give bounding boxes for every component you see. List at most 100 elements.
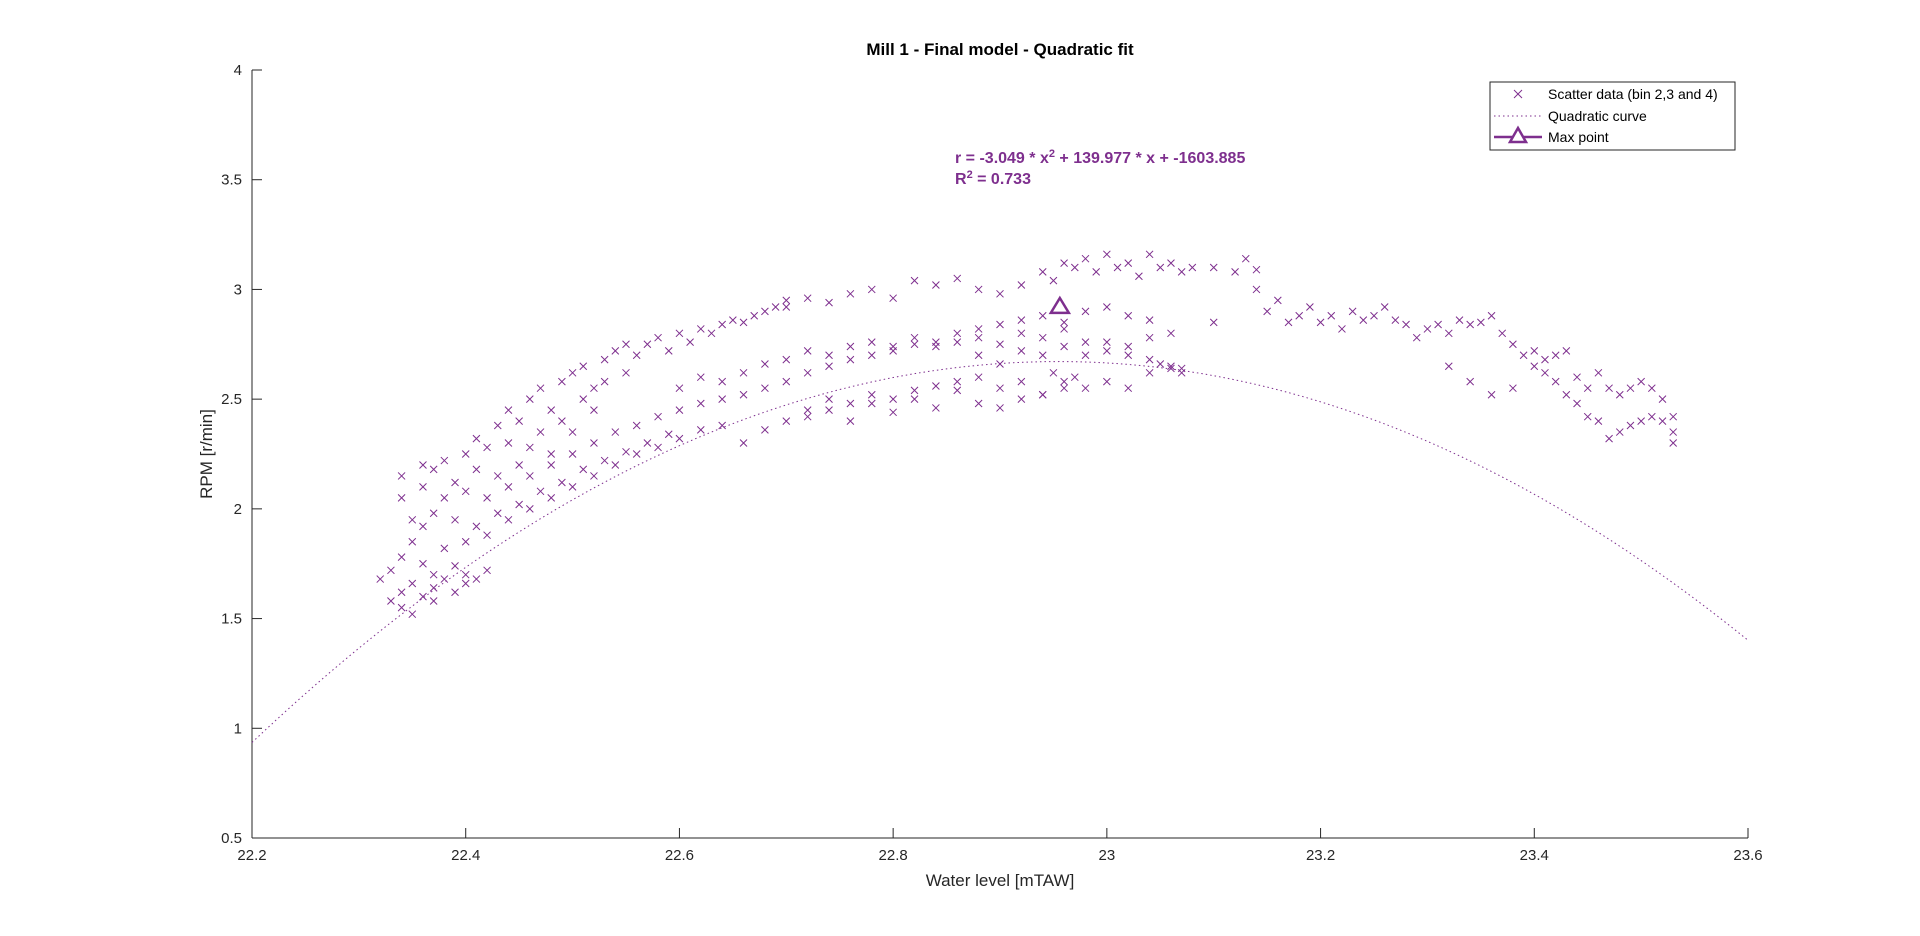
scatter-point bbox=[675, 434, 684, 443]
scatter-point bbox=[1530, 362, 1539, 371]
scatter-point bbox=[686, 338, 694, 346]
scatter-point bbox=[1081, 254, 1090, 263]
scatter-point bbox=[825, 395, 833, 403]
scatter-point bbox=[419, 592, 427, 601]
scatter-point bbox=[1145, 368, 1154, 377]
scatter-point bbox=[558, 478, 566, 487]
scatter-point bbox=[547, 406, 556, 414]
scatter-point bbox=[867, 399, 876, 408]
scatter-point bbox=[889, 395, 897, 403]
x-tick-label: 22.4 bbox=[451, 847, 480, 864]
scatter-point bbox=[1103, 347, 1111, 355]
legend-scatter-marker bbox=[1513, 89, 1523, 99]
scatter-point bbox=[1637, 377, 1645, 386]
scatter-point bbox=[493, 472, 502, 480]
scatter-point bbox=[1081, 351, 1090, 360]
x-axis-label: Water level [mTAW] bbox=[926, 871, 1075, 890]
scatter-point bbox=[718, 320, 727, 329]
scatter-point bbox=[536, 487, 545, 496]
scatter-point bbox=[739, 439, 748, 447]
scatter-point bbox=[397, 472, 406, 480]
scatter-point bbox=[547, 461, 556, 469]
scatter-point bbox=[867, 351, 876, 360]
scatter-point bbox=[1391, 316, 1400, 325]
scatter-point bbox=[1124, 311, 1133, 320]
scatter-point bbox=[1455, 316, 1464, 325]
scatter-point bbox=[461, 570, 470, 579]
scatter-point bbox=[761, 307, 769, 316]
scatter-point bbox=[1081, 338, 1090, 346]
scatter-point bbox=[1487, 390, 1496, 399]
scatter-point bbox=[953, 386, 962, 395]
scatter-point bbox=[1412, 333, 1421, 342]
max-point-marker bbox=[1048, 295, 1072, 315]
scatter-point bbox=[1669, 412, 1678, 421]
scatter-point bbox=[889, 342, 897, 351]
scatter-point bbox=[1241, 254, 1250, 263]
scatter-point bbox=[1070, 263, 1079, 272]
scatter-point bbox=[1167, 329, 1175, 338]
scatter-point bbox=[536, 428, 545, 436]
scatter-point bbox=[1551, 351, 1560, 360]
scatter-point bbox=[1081, 384, 1090, 393]
scatter-point bbox=[675, 406, 684, 414]
scatter-point bbox=[558, 417, 566, 425]
scatter-point bbox=[483, 443, 491, 452]
y-tick-label: 4 bbox=[234, 62, 242, 79]
scatter-point bbox=[1124, 351, 1133, 360]
y-tick-label: 1.5 bbox=[221, 611, 242, 628]
y-tick-label: 2 bbox=[234, 501, 242, 518]
scatter-point bbox=[472, 434, 481, 443]
scatter-point bbox=[889, 408, 897, 417]
scatter-point bbox=[483, 494, 491, 502]
scatter-point bbox=[1562, 390, 1571, 399]
scatter-point bbox=[451, 478, 459, 487]
scatter-point bbox=[1434, 320, 1442, 329]
scatter-point bbox=[953, 329, 962, 338]
legend-label-max: Max point bbox=[1548, 129, 1609, 145]
scatter-point bbox=[504, 515, 513, 524]
scatter-point bbox=[1252, 265, 1261, 274]
scatter-point bbox=[910, 276, 919, 285]
scatter-point bbox=[1017, 281, 1026, 289]
scatter-point bbox=[1017, 329, 1026, 338]
scatter-point bbox=[1124, 259, 1133, 267]
scatter-point bbox=[1060, 325, 1068, 333]
scatter-point bbox=[397, 553, 406, 561]
scatter-point bbox=[451, 588, 459, 597]
scatter-point bbox=[1092, 268, 1101, 276]
scatter-point bbox=[803, 368, 812, 377]
scatter-point bbox=[429, 597, 438, 605]
scatter-point bbox=[632, 421, 641, 430]
scatter-point bbox=[1380, 303, 1389, 311]
scatter-point bbox=[1444, 362, 1453, 371]
scatter-point bbox=[910, 340, 919, 349]
scatter-point bbox=[1583, 412, 1592, 421]
scatter-point bbox=[579, 362, 588, 371]
scatter-point bbox=[1594, 417, 1603, 425]
scatter-point bbox=[643, 439, 652, 447]
scatter-point bbox=[451, 515, 459, 524]
scatter-point bbox=[825, 298, 833, 307]
scatter-point bbox=[1017, 377, 1026, 386]
chart-title: Mill 1 - Final model - Quadratic fit bbox=[866, 40, 1134, 59]
scatter-point bbox=[974, 333, 983, 342]
scatter-point bbox=[611, 428, 620, 436]
scatter-point bbox=[600, 456, 609, 465]
scatter-point bbox=[419, 559, 427, 568]
r-squared-prefix: R bbox=[955, 171, 967, 188]
scatter-point bbox=[1124, 342, 1133, 351]
scatter-point bbox=[611, 461, 620, 469]
scatter-point bbox=[910, 333, 919, 342]
scatter-point bbox=[1316, 318, 1325, 327]
scatter-series bbox=[376, 250, 1678, 619]
scatter-point bbox=[782, 296, 791, 305]
scatter-point bbox=[1038, 351, 1047, 360]
scatter-point bbox=[782, 377, 791, 386]
scatter-point bbox=[739, 318, 748, 327]
scatter-point bbox=[846, 289, 855, 298]
scatter-point bbox=[611, 347, 620, 355]
scatter-point bbox=[547, 494, 556, 502]
scatter-point bbox=[1348, 307, 1357, 316]
scatter-point bbox=[1038, 268, 1047, 276]
